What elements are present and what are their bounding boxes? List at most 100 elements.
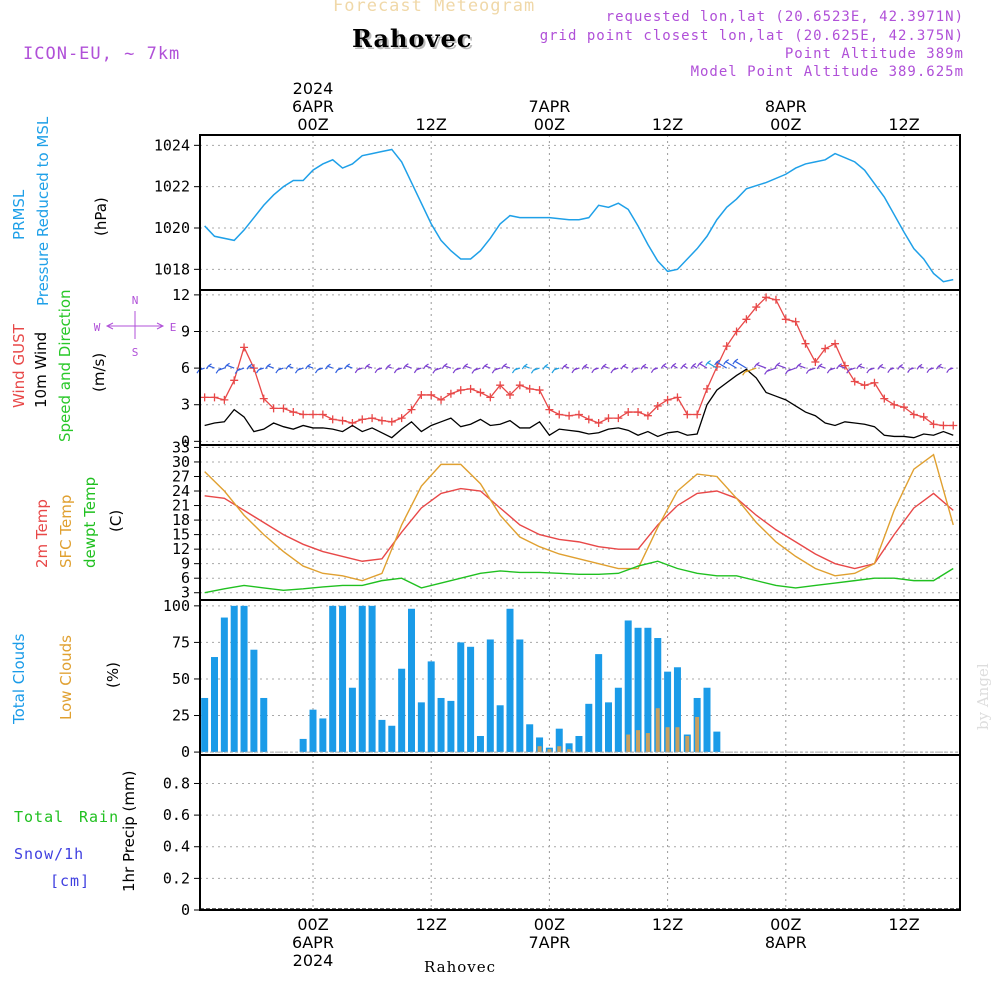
y-tick-label: 3 [181, 584, 190, 602]
point-altitude: Point Altitude 389m [784, 46, 964, 62]
top-time-label: 12Z [888, 115, 919, 134]
total-cloud-bar [378, 719, 386, 753]
gust-marker [407, 405, 416, 414]
wind-direction-arrow [753, 361, 767, 369]
total-cloud-bar [614, 687, 622, 753]
wind-direction-arrow [364, 363, 373, 370]
gust-marker [614, 414, 623, 423]
gust-marker [240, 343, 249, 352]
wind-direction-arrow [742, 367, 757, 376]
bottom-time-label: 2024 [293, 951, 334, 970]
label-snow: Snow/1h [14, 845, 85, 863]
top-time-label: 12Z [652, 115, 683, 134]
low-cloud-bar [685, 735, 690, 753]
wind-direction-arrow [285, 363, 294, 370]
wind-direction-arrow [324, 363, 333, 370]
total-cloud-bar [565, 743, 573, 753]
total-cloud-bar [417, 702, 425, 753]
gust-marker [437, 395, 446, 404]
gust-marker [949, 421, 958, 430]
gust-marker [742, 315, 751, 324]
y-tick-label: 0.2 [163, 869, 190, 887]
wind-direction-arrow [591, 367, 599, 374]
total-cloud-bar [644, 627, 652, 753]
label-rain: Rain [79, 808, 120, 826]
wind-direction-arrow [705, 360, 718, 369]
y-tick-label: 24 [172, 482, 190, 500]
wind-direction-arrow [887, 367, 895, 373]
gust-marker [417, 390, 426, 399]
wind-direction-arrow [423, 363, 432, 370]
wind-direction-arrow [816, 363, 826, 370]
y-tick-label: 25 [172, 707, 190, 725]
total-cloud-bar [585, 703, 593, 753]
top-time-label: 7APR [528, 97, 570, 116]
wind-direction-arrow [836, 363, 846, 370]
y-tick-label: 12 [172, 540, 190, 558]
total-cloud-bar [250, 649, 258, 753]
total-cloud-bar [240, 605, 248, 753]
model-label: ICON-EU, ~ 7km [23, 44, 181, 64]
top-time-label: 00Z [770, 115, 801, 134]
y-tick-label: 1024 [154, 136, 190, 154]
wind-direction-arrow [795, 362, 806, 369]
product-title: Forecast Meteogram [333, 0, 536, 16]
top-time-label: 6APR [292, 97, 334, 116]
compass-s: S [132, 346, 139, 359]
location-title: Rahovec [352, 24, 473, 53]
gust-marker [781, 315, 790, 324]
wind-direction-arrow [926, 367, 934, 374]
wind-direction-arrow [501, 363, 511, 370]
wind-direction-arrow [305, 363, 314, 370]
wind-direction-arrow [764, 367, 777, 375]
gust-marker [831, 339, 840, 348]
gust-marker [506, 390, 514, 399]
gust-marker [574, 410, 583, 419]
gust-marker [496, 381, 505, 390]
wind-direction-arrow [916, 363, 924, 370]
y-tick-label: 6 [181, 359, 190, 377]
gust-marker [368, 414, 377, 423]
gust-marker [939, 421, 948, 430]
gust-marker [850, 377, 859, 386]
gust-marker [919, 412, 928, 421]
y-tick-label: 0.4 [163, 838, 190, 856]
low-cloud-bar [645, 733, 650, 753]
gust-marker [791, 317, 800, 326]
wind-direction-arrow [215, 367, 225, 374]
wind-direction-arrow [620, 363, 629, 370]
top-time-label: 00Z [297, 115, 328, 134]
wind-direction-arrow [690, 363, 698, 369]
panel-frame [199, 754, 961, 911]
low-cloud-bar [567, 749, 572, 753]
bottom-time-label: 00Z [534, 915, 565, 934]
total-cloud-bar [605, 702, 612, 753]
wind-direction-arrow [354, 367, 363, 374]
bottom-time-label: 6APR [292, 933, 334, 952]
gust-marker [230, 376, 239, 385]
low-cloud-bar [547, 749, 552, 753]
y-tick-label: 0.6 [163, 806, 190, 824]
wind-direction-arrow [471, 367, 481, 374]
y-tick-label: 75 [172, 633, 190, 651]
wind-direction-arrow [846, 367, 855, 374]
gust-marker [584, 415, 593, 424]
bottom-time-label: 00Z [297, 915, 328, 934]
wind-direction-arrow [946, 367, 954, 374]
low-cloud-bar [557, 746, 562, 753]
total-cloud-bar [634, 627, 642, 753]
wind-direction-arrow [631, 367, 639, 374]
total-cloud-bar [624, 620, 632, 753]
compass-e: E [170, 321, 177, 334]
total-cloud-bar [260, 697, 268, 753]
gust-marker [309, 410, 317, 419]
total-cloud-bar [673, 667, 681, 753]
gust-marker [594, 419, 603, 428]
wind-direction-arrow [561, 363, 570, 370]
total-cloud-bar [595, 654, 603, 753]
wind-direction-arrow [660, 362, 668, 369]
gust-marker [545, 405, 554, 414]
wind-direction-arrow [551, 367, 560, 374]
total-cloud-bar [575, 735, 583, 753]
